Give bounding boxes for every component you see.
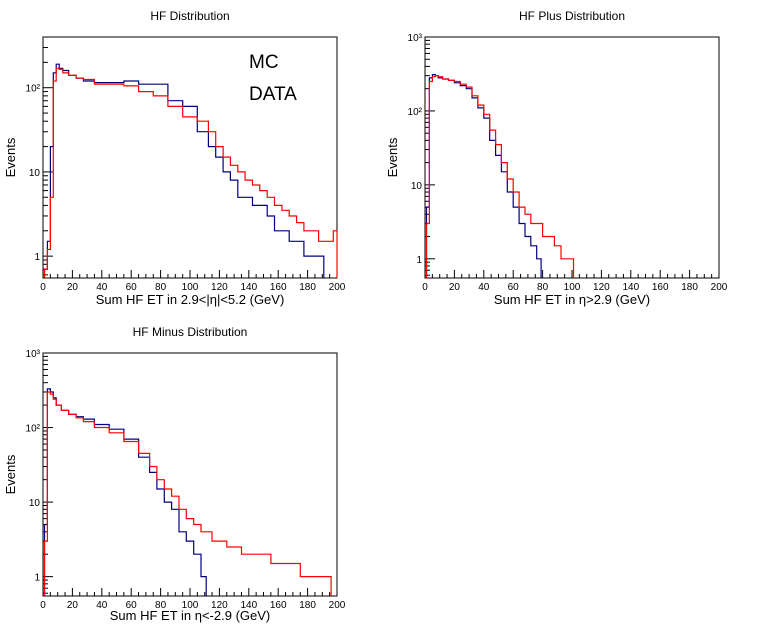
x-tick-label: 180 — [299, 600, 316, 611]
x-tick-label: 160 — [652, 282, 669, 293]
series-line-data — [425, 75, 575, 278]
x-tick-label: 80 — [155, 600, 167, 611]
legend-entry-mc: MC — [249, 52, 279, 73]
x-tick-label: 140 — [622, 282, 639, 293]
x-axis: 0 20 40 60 80 100 120 140 160 180 200 Sum HF ET in … — [40, 270, 346, 307]
x-tick-label: 0 — [422, 282, 428, 293]
series-line-mc — [43, 63, 325, 278]
plot-frame — [42, 352, 338, 597]
y-tick-label: 10² — [26, 424, 41, 435]
y-axis-label: Events — [3, 454, 18, 494]
x-axis: 0 20 40 60 80 100 120 140 160 180 200 Sum HF ET in … — [422, 270, 728, 307]
legend: MC DATA — [249, 52, 297, 105]
y-axis: 1 10 10² Events — [3, 36, 53, 276]
y-tick-label: 10 — [29, 168, 41, 179]
chart-title: HF Distribution — [150, 9, 229, 23]
x-tick-label: 120 — [211, 600, 228, 611]
x-tick-label: 60 — [508, 282, 520, 293]
x-tick-label: 100 — [182, 282, 199, 293]
x-tick-label: 200 — [711, 282, 728, 293]
x-tick-label: 20 — [67, 282, 79, 293]
x-axis-label: Sum HF ET in 2.9<|η|<5.2 (GeV) — [96, 292, 285, 307]
x-tick-label: 160 — [270, 282, 287, 293]
x-tick-label: 40 — [96, 282, 108, 293]
legend-entry-data: DATA — [249, 84, 297, 105]
x-axis: 0 20 40 60 80 100 120 140 160 180 200 Sum HF ET in … — [40, 588, 346, 623]
x-tick-label: 0 — [40, 282, 46, 293]
x-axis-label: Sum HF ET in η>2.9 (GeV) — [494, 292, 650, 307]
y-tick-label: 10² — [26, 84, 41, 95]
x-tick-label: 20 — [449, 282, 461, 293]
y-tick-label: 10 — [29, 498, 41, 509]
y-tick-label: 1 — [34, 573, 40, 584]
x-tick-label: 120 — [593, 282, 610, 293]
x-tick-label: 100 — [564, 282, 581, 293]
y-tick-label: 10² — [408, 107, 423, 118]
series-line-data — [43, 67, 338, 278]
x-tick-label: 60 — [126, 282, 138, 293]
x-tick-label: 140 — [240, 282, 257, 293]
y-tick-label: 1 — [34, 252, 40, 263]
x-tick-label: 0 — [40, 600, 46, 611]
chart-title: HF Minus Distribution — [133, 325, 248, 339]
x-tick-label: 40 — [478, 282, 490, 293]
x-tick-label: 20 — [67, 600, 79, 611]
x-tick-label: 120 — [211, 282, 228, 293]
x-tick-label: 180 — [681, 282, 698, 293]
x-tick-label: 40 — [96, 600, 108, 611]
chart-panel-2: HF Plus Distribution 0 20 40 60 80 100 120 140 16… — [385, 9, 728, 307]
chart-title: HF Plus Distribution — [519, 9, 625, 23]
x-tick-label: 200 — [329, 282, 346, 293]
x-tick-label: 200 — [329, 600, 346, 611]
y-axis: 1 10 10² 10³ Events — [385, 33, 435, 276]
x-tick-label: 180 — [299, 282, 316, 293]
plot-frame — [424, 36, 720, 279]
x-tick-label: 140 — [240, 600, 257, 611]
y-axis-label: Events — [385, 137, 400, 177]
y-tick-label: 10³ — [408, 33, 423, 44]
x-axis-label: Sum HF ET in η<-2.9 (GeV) — [110, 608, 271, 623]
chart-panel-1: HF Distribution 0 20 40 60 80 100 120 140 160 180 2… — [3, 9, 346, 307]
y-tick-label: 10 — [411, 181, 423, 192]
x-tick-label: 80 — [537, 282, 549, 293]
y-tick-label: 10³ — [26, 349, 41, 360]
x-tick-label: 60 — [126, 600, 138, 611]
x-tick-label: 160 — [270, 600, 287, 611]
x-tick-label: 80 — [155, 282, 167, 293]
series-line-mc — [43, 388, 207, 596]
x-tick-label: 100 — [182, 600, 199, 611]
y-tick-label: 1 — [416, 255, 422, 266]
chart-panel-3: HF Minus Distribution 0 20 40 60 80 100 120 140 1… — [3, 325, 346, 623]
y-axis-label: Events — [3, 137, 18, 177]
series-line-data — [43, 391, 332, 596]
y-axis: 1 10 10² 10³ Events — [3, 349, 53, 594]
